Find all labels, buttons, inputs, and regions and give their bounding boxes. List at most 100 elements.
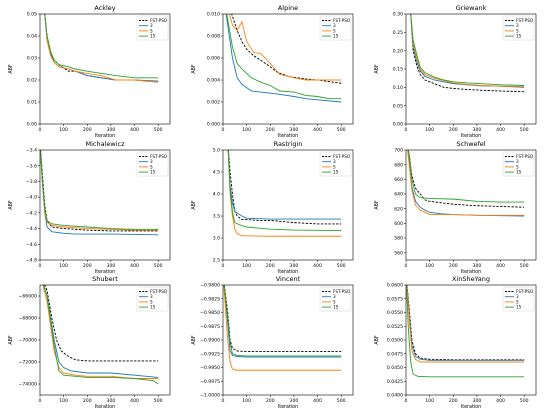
x-tick-label: 500 xyxy=(337,398,346,404)
series-line-5 xyxy=(406,285,525,363)
legend-entry: 15 xyxy=(516,305,522,310)
x-tick-label: 0 xyxy=(405,398,408,404)
y-axis-label: ABF xyxy=(191,200,197,210)
series-line-15 xyxy=(407,150,525,203)
plot-frame xyxy=(222,149,354,261)
x-tick-label: 200 xyxy=(83,263,92,269)
x-tick-label: 300 xyxy=(290,127,299,133)
y-tick-label: −72000 xyxy=(19,360,38,366)
chart-title: Griewank xyxy=(456,4,487,12)
x-tick-label: 200 xyxy=(266,127,275,133)
series-line-fst-pso xyxy=(44,285,159,362)
y-tick-label: 0.0450 xyxy=(387,365,403,371)
y-tick-label: 0.0575 xyxy=(387,296,403,302)
x-tick-label: 500 xyxy=(520,263,529,269)
legend-entry: 5 xyxy=(150,28,153,33)
y-tick-label: −4.2 xyxy=(26,210,37,216)
x-axis-label: Iteration xyxy=(461,404,481,410)
y-tick-label: 4.5 xyxy=(213,170,220,176)
legend-entry: FST-PSO xyxy=(150,18,168,23)
x-tick-label: 500 xyxy=(154,263,163,269)
x-tick-label: 100 xyxy=(242,263,251,269)
series-line-15 xyxy=(40,150,159,230)
legend-entry: 15 xyxy=(150,305,156,310)
legend-box xyxy=(502,15,535,41)
y-tick-label: −68000 xyxy=(19,316,38,322)
plot-frame xyxy=(39,13,171,125)
y-tick-label: 0.05 xyxy=(27,12,37,18)
y-tick-label: 0.010 xyxy=(207,12,220,18)
x-tick-label: 0 xyxy=(405,263,408,269)
legend-entry: 15 xyxy=(150,170,156,175)
y-tick-label: −3.6 xyxy=(26,163,37,169)
legend-box xyxy=(136,15,169,41)
x-tick-label: 400 xyxy=(496,127,505,133)
y-tick-label: 0.00 xyxy=(27,122,37,128)
y-tick-label: 700 xyxy=(394,148,403,154)
x-axis-label: Iteration xyxy=(95,269,115,275)
x-tick-label: 300 xyxy=(473,127,482,133)
y-tick-label: 580 xyxy=(394,236,403,242)
y-tick-label: −0.9800 xyxy=(200,283,220,289)
x-axis-label: Iteration xyxy=(95,404,115,410)
chart-griewank: Griewank 0 100 200 300 400 500 0.00 0.05 0.10 0.15… xyxy=(374,4,537,139)
legend-entry: FST-PSO xyxy=(150,289,168,294)
legend-entry: 3 xyxy=(516,294,519,299)
legend-entry: 15 xyxy=(516,34,522,39)
chart-title: Ackley xyxy=(94,4,115,12)
chart-xinsheyang: XinSheYang 0 100 200 300 400 500 0.0400 0.0425 0.… xyxy=(374,275,537,410)
y-tick-label: −0.9950 xyxy=(200,365,220,371)
x-tick-label: 100 xyxy=(425,398,434,404)
y-tick-label: 0.15 xyxy=(393,67,403,73)
y-axis-label: ABF xyxy=(8,64,14,74)
legend-entry: 5 xyxy=(333,299,336,304)
legend-entry: 3 xyxy=(516,23,519,28)
x-tick-label: 0 xyxy=(222,263,225,269)
x-tick-label: 200 xyxy=(449,127,458,133)
series-line-fst-pso xyxy=(227,150,342,225)
series-line-15 xyxy=(44,14,159,79)
y-tick-label: −0.9975 xyxy=(200,379,220,385)
chart-rastrigin: Rastrigin 0 100 200 300 400 500 2.5 3.0 3.5 4.0 4.5… xyxy=(191,140,354,275)
x-axis-label: Iteration xyxy=(278,404,298,410)
chart-ackley: Ackley 0 100 200 300 400 500 0.00 0.01 0.02 0.03 0.… xyxy=(8,4,171,139)
series-line-15 xyxy=(223,285,342,357)
x-tick-label: 300 xyxy=(290,263,299,269)
legend-entry: 5 xyxy=(333,164,336,169)
chart-title: Shubert xyxy=(92,275,118,283)
x-tick-label: 100 xyxy=(425,263,434,269)
y-tick-label: 0.0425 xyxy=(387,379,403,385)
y-tick-label: 3.5 xyxy=(213,214,220,220)
y-tick-label: −70000 xyxy=(19,338,38,344)
legend-entry: 3 xyxy=(150,159,153,164)
y-axis-label: ABF xyxy=(8,335,14,345)
series-line-5 xyxy=(410,14,525,88)
y-tick-label: 0.0475 xyxy=(387,351,403,357)
x-tick-label: 400 xyxy=(313,263,322,269)
y-tick-label: 0.04 xyxy=(27,34,37,40)
chart-vincent: Vincent 0 100 200 300 400 500 −1.0000 −0.9975 −0.… xyxy=(191,275,354,410)
legend-entry: FST-PSO xyxy=(516,154,534,159)
y-tick-label: 640 xyxy=(394,192,403,198)
legend-entry: 3 xyxy=(516,159,519,164)
legend-entry: 15 xyxy=(516,170,522,175)
series-line-3 xyxy=(410,14,525,88)
y-tick-label: 0.008 xyxy=(207,34,220,40)
legend-entry: 3 xyxy=(150,23,153,28)
x-tick-label: 200 xyxy=(83,398,92,404)
legend-box xyxy=(319,15,352,41)
legend-entry: 3 xyxy=(333,294,336,299)
legend-entry: FST-PSO xyxy=(333,18,351,23)
legend-entry: 5 xyxy=(516,28,519,33)
x-tick-label: 300 xyxy=(290,398,299,404)
legend-entry: FST-PSO xyxy=(333,154,351,159)
x-tick-label: 200 xyxy=(449,398,458,404)
legend-entry: 5 xyxy=(333,28,336,33)
series-line-5 xyxy=(44,14,159,83)
y-axis-label: ABF xyxy=(191,64,197,74)
y-tick-label: 0.03 xyxy=(27,56,37,62)
y-tick-label: 0.00 xyxy=(393,122,403,128)
y-tick-label: 5.0 xyxy=(213,148,220,154)
